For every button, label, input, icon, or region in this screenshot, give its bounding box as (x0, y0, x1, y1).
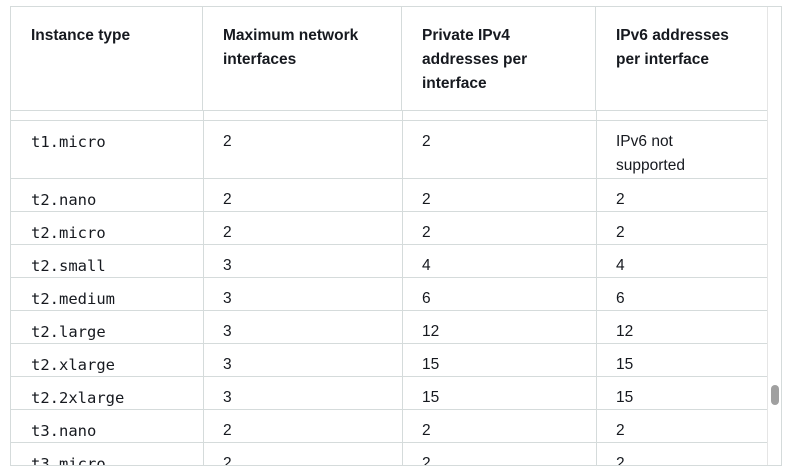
cell-instance-type: t2.small (31, 257, 106, 275)
cell-instance-type: t2.xlarge (31, 356, 115, 374)
cell-max-network-interfaces: 2 (223, 455, 232, 465)
table-scroll-area[interactable]: Instance type Maximum network interfaces… (11, 7, 767, 465)
cell-private-ipv4: 2 (422, 191, 431, 208)
cell-ipv6: IPv6 not supported (616, 133, 685, 174)
cell-max-network-interfaces: 2 (223, 422, 232, 439)
cell-instance-type: t2.nano (31, 191, 97, 209)
table-row: t2.micro 2 2 2 (11, 212, 767, 245)
cell-ipv6: 15 (616, 356, 634, 373)
cell-ipv6: 12 (616, 323, 634, 340)
table-row: t2.xlarge 3 15 15 (11, 344, 767, 377)
cell-instance-type: t1.micro (31, 133, 106, 151)
cell-ipv6: 2 (616, 455, 625, 465)
table-row: t2.nano 2 2 2 (11, 179, 767, 212)
cell-ipv6: 15 (616, 389, 634, 406)
cell-private-ipv4: 12 (422, 323, 440, 340)
cell-ipv6: 4 (616, 257, 625, 274)
cell-private-ipv4: 15 (422, 389, 440, 406)
table-body: t1.micro 2 2 IPv6 not supported t2.nano 2 2 2 t2… (11, 121, 767, 465)
table-row: t2.small 3 4 4 (11, 245, 767, 278)
table-row: t3.nano 2 2 2 (11, 410, 767, 443)
header-instance-type: Instance type (11, 7, 203, 111)
cell-max-network-interfaces: 2 (223, 133, 232, 150)
cell-instance-type: t2.micro (31, 224, 106, 242)
cell-max-network-interfaces: 3 (223, 257, 232, 274)
cell-max-network-interfaces: 3 (223, 389, 232, 406)
cell-instance-type: t2.large (31, 323, 106, 341)
scrollbar-thumb[interactable] (771, 385, 779, 405)
table-row: t2.medium 3 6 6 (11, 278, 767, 311)
cell-instance-type: t3.nano (31, 422, 97, 440)
cell-max-network-interfaces: 2 (223, 224, 232, 241)
cell-private-ipv4: 2 (422, 455, 431, 465)
table-row: t2.large 3 12 12 (11, 311, 767, 344)
table-header: Instance type Maximum network interfaces… (11, 7, 767, 111)
cell-max-network-interfaces: 2 (223, 191, 232, 208)
header-max-network-interfaces: Maximum network interfaces (203, 7, 402, 111)
cell-instance-type: t2.medium (31, 290, 115, 308)
cell-max-network-interfaces: 3 (223, 356, 232, 373)
cell-private-ipv4: 4 (422, 257, 431, 274)
cell-instance-type: t2.2xlarge (31, 389, 125, 407)
cell-ipv6: 2 (616, 191, 625, 208)
table-row: t1.micro 2 2 IPv6 not supported (11, 121, 767, 179)
header-private-ipv4: Private IPv4 addresses per interface (402, 7, 596, 111)
cell-private-ipv4: 2 (422, 133, 431, 150)
cell-ipv6: 2 (616, 224, 625, 241)
table-row: t2.2xlarge 3 15 15 (11, 377, 767, 410)
cell-private-ipv4: 6 (422, 290, 431, 307)
cell-private-ipv4: 2 (422, 422, 431, 439)
cell-max-network-interfaces: 3 (223, 290, 232, 307)
table-row: t3.micro 2 2 2 (11, 443, 767, 465)
cell-ipv6: 6 (616, 290, 625, 307)
header-ipv6: IPv6 addresses per interface (616, 27, 729, 68)
cell-ipv6: 2 (616, 422, 625, 439)
header-gap (11, 111, 767, 121)
scrollbar[interactable] (767, 7, 781, 465)
table-container: Instance type Maximum network interfaces… (10, 6, 782, 466)
cell-max-network-interfaces: 3 (223, 323, 232, 340)
cell-instance-type: t3.micro (31, 455, 106, 465)
cell-private-ipv4: 15 (422, 356, 440, 373)
cell-private-ipv4: 2 (422, 224, 431, 241)
